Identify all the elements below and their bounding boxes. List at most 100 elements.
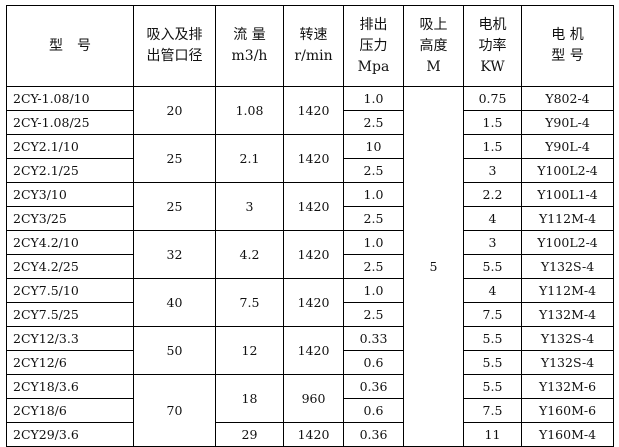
motor-cell: Y132S-4	[521, 254, 614, 279]
model-cell: 2CY29/3.6	[6, 422, 134, 447]
model-cell: 2CY4.2/25	[6, 254, 134, 279]
table-row: 2CY12/6 0.6 5.5 Y132S-4	[6, 350, 614, 375]
model-cell: 2CY12/3.3	[6, 326, 134, 351]
pressure-cell: 1.0	[343, 86, 404, 111]
power-cell: 2.2	[463, 182, 522, 207]
pump-spec-table: 型 号吸入及排 出管口径流 量 m3/h 转速 r/min 排出 压力 Mpa 吸上 …	[6, 5, 614, 447]
pressure-cell: 1.0	[343, 278, 404, 303]
speed-cell: 1420	[283, 326, 344, 375]
motor-cell: Y160M-4	[521, 422, 614, 447]
table-row: 2CY7.5/10 40 7.5 1420 1.0 4 Y112M-4	[6, 278, 614, 327]
diameter-cell: 50	[133, 326, 216, 375]
model-cell: 2CY-1.08/25	[6, 110, 134, 135]
power-cell: 5.5	[463, 254, 522, 279]
motor-cell: Y112M-4	[521, 206, 614, 231]
pressure-cell: 0.6	[343, 398, 404, 423]
pressure-cell: 0.6	[343, 350, 404, 375]
motor-cell: Y100L2-4	[521, 158, 614, 183]
pressure-cell: 10	[343, 134, 404, 159]
model-cell: 2CY4.2/10	[6, 230, 134, 255]
motor-cell: Y132S-4	[521, 326, 614, 351]
flow-cell: 7.5	[215, 278, 284, 327]
motor-cell: Y90L-4	[521, 134, 614, 159]
diameter-cell: 40	[133, 278, 216, 327]
motor-cell: Y132S-4	[521, 350, 614, 375]
pressure-cell: 2.5	[343, 302, 404, 327]
power-cell: 5.5	[463, 374, 522, 399]
flow-cell: 29	[215, 422, 284, 447]
column-header: 电机 功率 KW	[463, 5, 522, 87]
column-header: 流 量 m3/h	[215, 5, 284, 87]
pressure-cell: 2.5	[343, 206, 404, 231]
power-cell: 0.75	[463, 86, 522, 111]
diameter-cell: 20	[133, 86, 216, 135]
model-cell: 2CY18/3.6	[6, 374, 134, 399]
table-row: 2CY12/3.3 50 12 1420 0.33 5.5 Y132S-4	[6, 326, 614, 375]
pressure-cell: 2.5	[343, 158, 404, 183]
flow-cell: 3	[215, 182, 284, 231]
power-cell: 3	[463, 230, 522, 255]
diameter-cell: 25	[133, 134, 216, 183]
column-header: 排出 压力 Mpa	[343, 5, 404, 87]
pressure-cell: 0.36	[343, 374, 404, 399]
table-row: 2CY18/3.6 70 18 960 0.36 5.5 Y132M-6	[6, 374, 614, 447]
table-row: 2CY-1.08/10 20 1.08 1420 1.0 5 0.75 Y802-4	[6, 86, 614, 447]
motor-cell: Y100L2-4	[521, 230, 614, 255]
motor-cell: Y112M-4	[521, 278, 614, 303]
flow-cell: 1.08	[215, 86, 284, 135]
power-cell: 5.5	[463, 350, 522, 375]
speed-cell: 1420	[283, 134, 344, 183]
motor-cell: Y802-4	[521, 86, 614, 111]
power-cell: 7.5	[463, 398, 522, 423]
speed-cell: 960	[283, 374, 344, 423]
pressure-cell: 1.0	[343, 230, 404, 255]
power-cell: 3	[463, 158, 522, 183]
motor-cell: Y132M-6	[521, 374, 614, 399]
power-cell: 11	[463, 422, 522, 447]
column-header: 吸上 高度 M	[403, 5, 464, 87]
model-cell: 2CY7.5/10	[6, 278, 134, 303]
diameter-cell: 32	[133, 230, 216, 279]
table-row: 2CY2.1/25 2.5 3 Y100L2-4	[6, 158, 614, 183]
pressure-cell: 2.5	[343, 254, 404, 279]
flow-cell: 2.1	[215, 134, 284, 183]
motor-cell: Y132M-4	[521, 302, 614, 327]
power-cell: 4	[463, 278, 522, 303]
model-cell: 2CY-1.08/10	[6, 86, 134, 111]
speed-cell: 1420	[283, 278, 344, 327]
table-row: 2CY-1.08/25 2.5 1.5 Y90L-4	[6, 110, 614, 135]
flow-cell: 18	[215, 374, 284, 423]
model-cell: 2CY3/25	[6, 206, 134, 231]
diameter-cell: 25	[133, 182, 216, 231]
table-row: 2CY4.2/10 32 4.2 1420 1.0 3 Y100L2-4	[6, 230, 614, 279]
table-row: 2CY3/10 25 3 1420 1.0 2.2 Y100L1-4	[6, 182, 614, 231]
pressure-cell: 0.33	[343, 326, 404, 351]
column-header: 转速 r/min	[283, 5, 344, 87]
pressure-cell: 1.0	[343, 182, 404, 207]
suction-height-cell: 5	[403, 86, 464, 447]
diameter-cell: 70	[133, 374, 216, 447]
model-cell: 2CY12/6	[6, 350, 134, 375]
model-cell: 2CY18/6	[6, 398, 134, 423]
power-cell: 1.5	[463, 134, 522, 159]
table-row: 2CY3/25 2.5 4 Y112M-4	[6, 206, 614, 231]
pressure-cell: 0.36	[343, 422, 404, 447]
column-header: 型 号	[6, 5, 134, 87]
table-row: 2CY2.1/10 25 2.1 1420 10 1.5 Y90L-4	[6, 134, 614, 183]
model-cell: 2CY2.1/10	[6, 134, 134, 159]
column-header: 吸入及排 出管口径	[133, 5, 216, 87]
motor-cell: Y90L-4	[521, 110, 614, 135]
power-cell: 1.5	[463, 110, 522, 135]
speed-cell: 1420	[283, 86, 344, 135]
model-cell: 2CY3/10	[6, 182, 134, 207]
header-row: 型 号吸入及排 出管口径流 量 m3/h 转速 r/min 排出 压力 Mpa 吸上 …	[6, 5, 614, 87]
pressure-cell: 2.5	[343, 110, 404, 135]
motor-cell: Y160M-6	[521, 398, 614, 423]
flow-cell: 4.2	[215, 230, 284, 279]
speed-cell: 1420	[283, 230, 344, 279]
power-cell: 5.5	[463, 326, 522, 351]
table-row: 2CY7.5/25 2.5 7.5 Y132M-4	[6, 302, 614, 327]
power-cell: 4	[463, 206, 522, 231]
power-cell: 7.5	[463, 302, 522, 327]
flow-cell: 12	[215, 326, 284, 375]
